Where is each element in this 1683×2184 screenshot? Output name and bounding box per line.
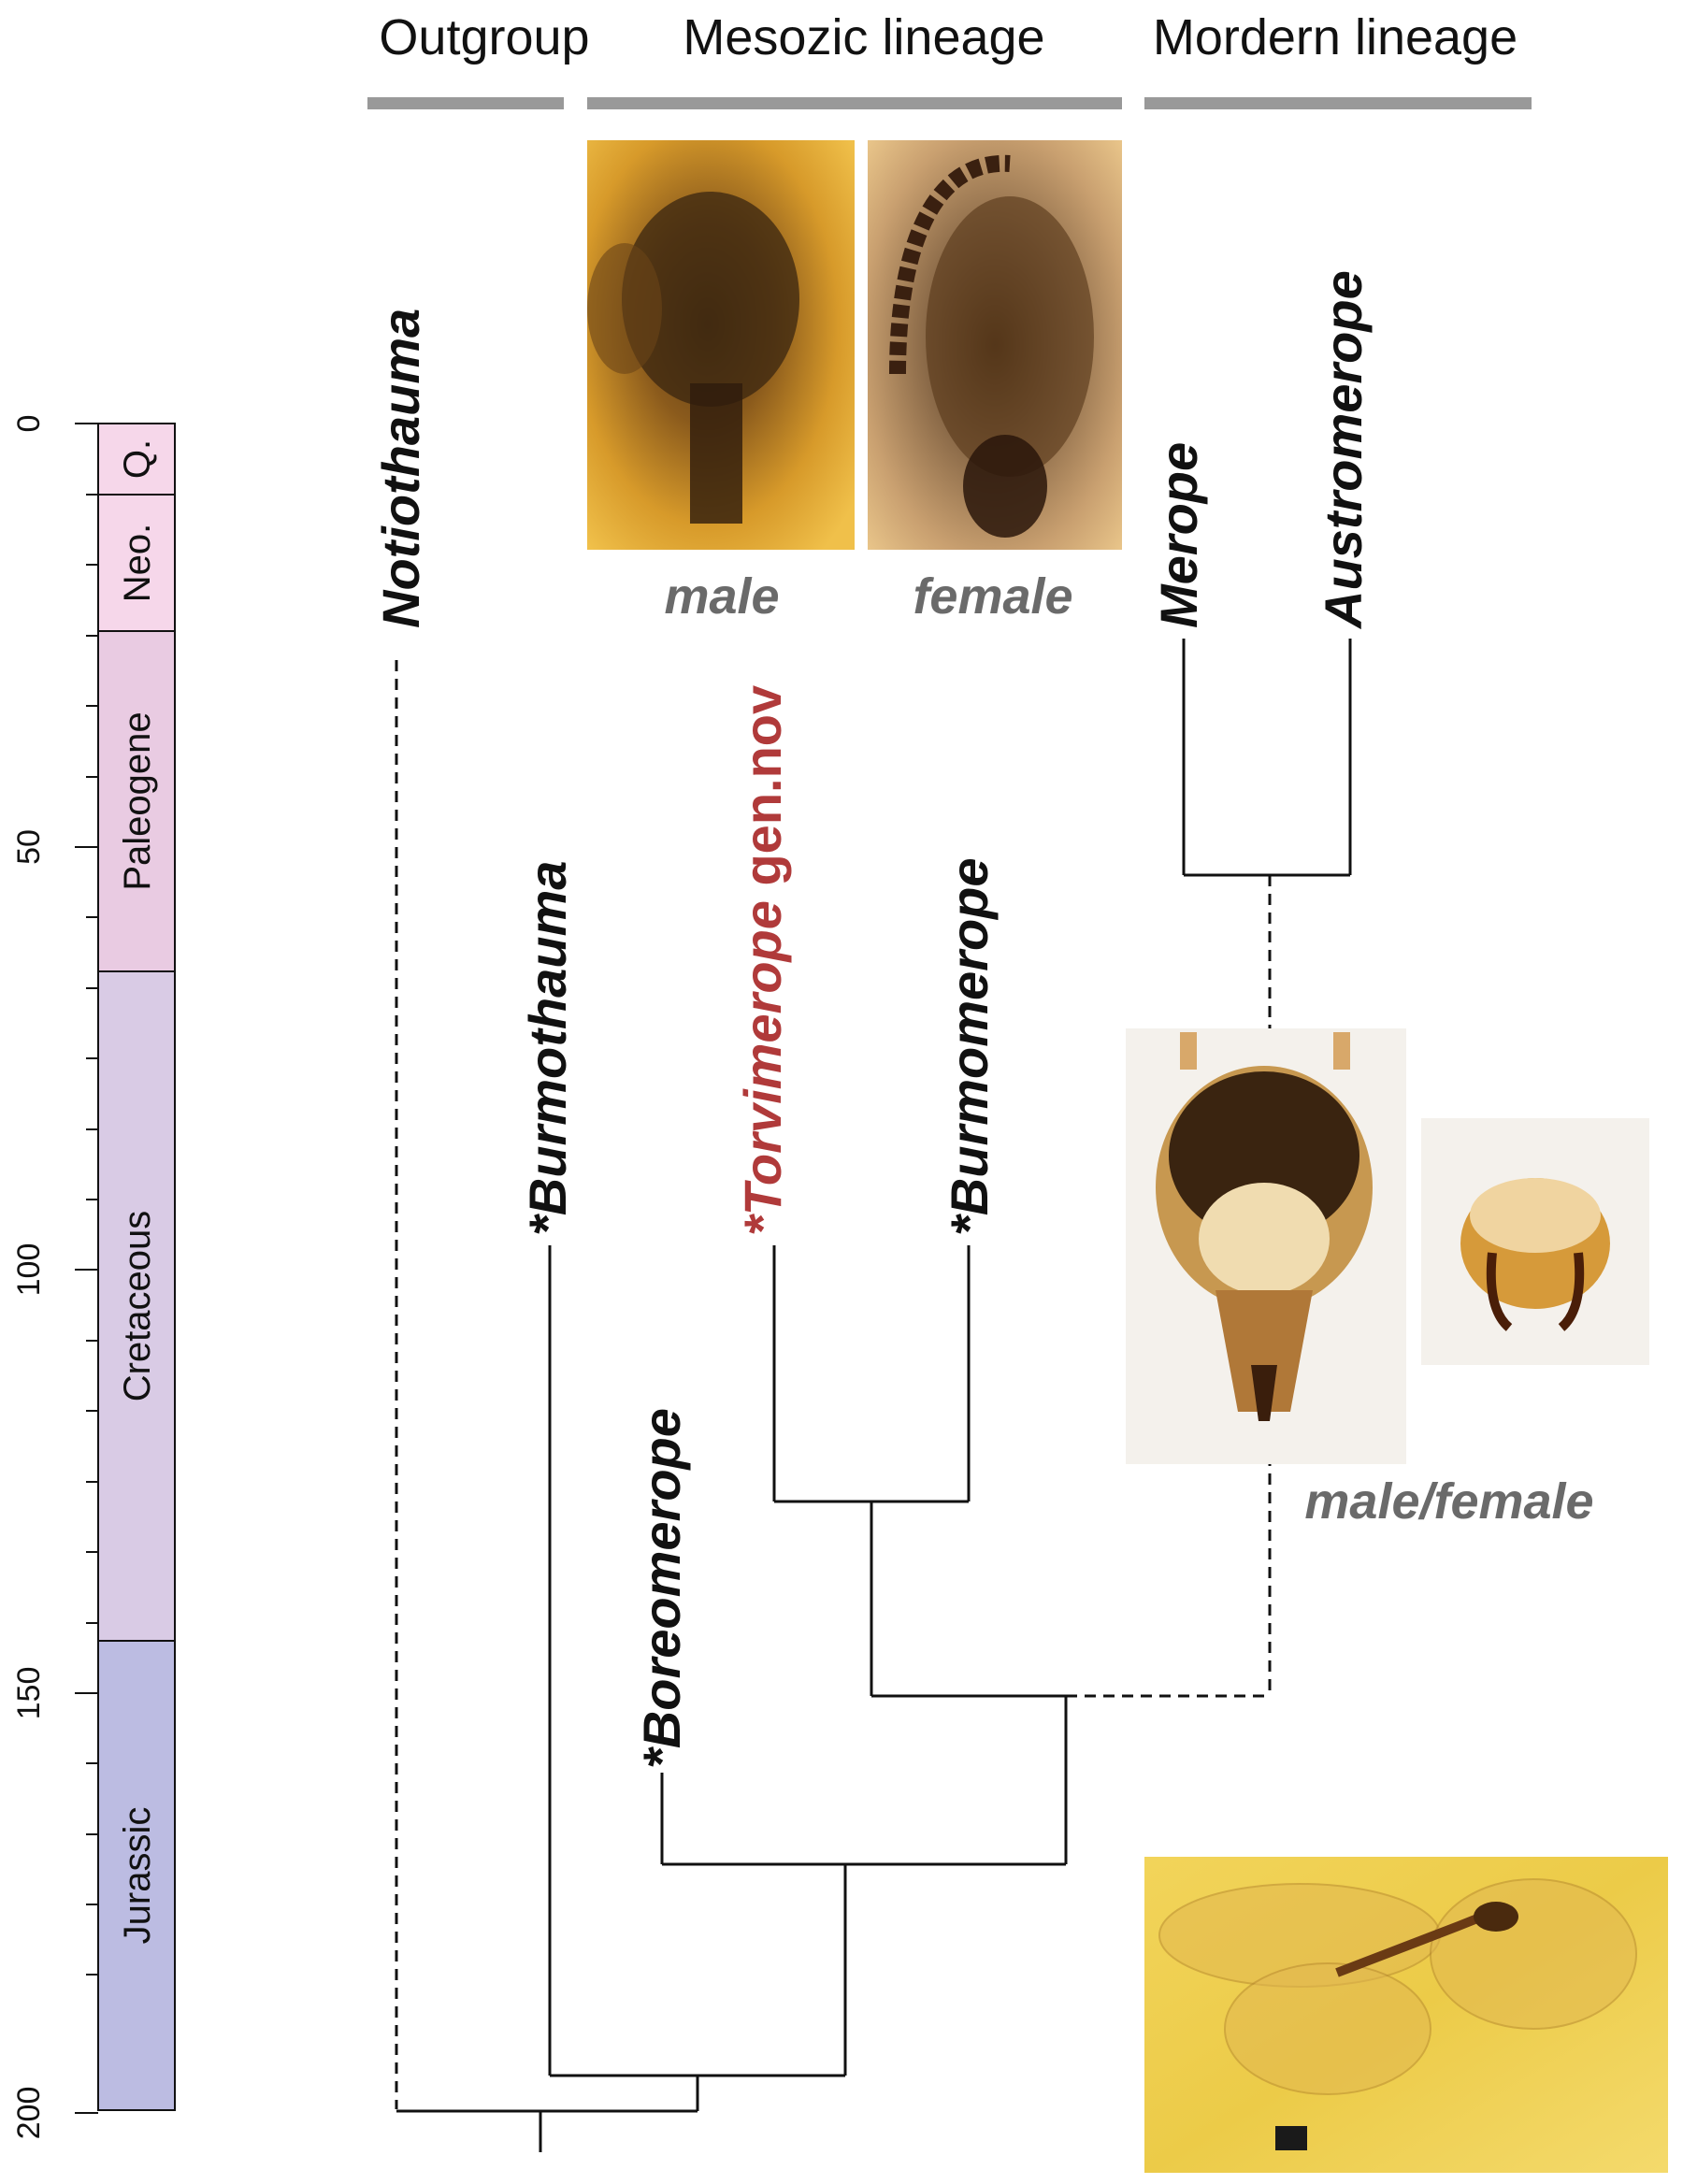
taxon-torvimerope-suffix: gen.nov (733, 685, 792, 900)
modern-genitalia-photo (1421, 1118, 1649, 1365)
period-paleogene (97, 630, 176, 972)
tick-label-50: 50 (11, 829, 47, 865)
header-bar-modern (1144, 97, 1532, 109)
header-mesozoic-lineage: Mesozic lineage (683, 9, 1044, 65)
tick-label-100: 100 (11, 1243, 47, 1297)
taxon-austromerope: Austromerope (1314, 270, 1373, 630)
tick-label-0: 0 (11, 415, 47, 433)
timescale-ticks (75, 423, 98, 2114)
header-bar-outgroup (367, 97, 564, 109)
period-jurassic (97, 1640, 176, 2111)
tick-label-150: 150 (11, 1667, 47, 1720)
amber-whole-specimen-photo (1144, 1857, 1668, 2173)
tick-label-200: 200 (11, 2087, 47, 2140)
taxon-boreomerope: *Boreomerope (632, 1408, 691, 1769)
phylogenetic-tree (395, 639, 1352, 2152)
amber-male-head-photo (587, 140, 855, 550)
taxon-notiothauma: Notiothauma (371, 309, 430, 628)
period-quaternary (97, 423, 176, 496)
header-bar-mesozoic (587, 97, 1122, 109)
modern-head-photo (1126, 1028, 1406, 1464)
caption-male: male (664, 568, 779, 625)
period-label-jurassic: Jurassic (117, 1807, 158, 1945)
period-cretaceous (97, 970, 176, 1642)
caption-male-female: male/female (1304, 1473, 1593, 1530)
taxon-torvimerope: *Torvimerope gen.nov (733, 685, 792, 1236)
period-label-neogene: Neo. (117, 524, 158, 603)
header-outgroup: Outgroup (379, 9, 589, 65)
geologic-timescale: Q. Neo. Paleogene Cretaceous Jurassic (11, 415, 176, 2140)
taxon-torvimerope-name: *Torvimerope (733, 900, 792, 1236)
period-neogene (97, 494, 176, 632)
period-label-cretaceous: Cretaceous (117, 1211, 158, 1402)
amber-female-head-photo (868, 140, 1122, 550)
header-modern-lineage: Mordern lineage (1153, 9, 1518, 65)
period-label-quaternary: Q. (117, 439, 158, 479)
period-label-paleogene: Paleogene (117, 711, 158, 890)
taxon-burmomerope: *Burmomerope (940, 857, 999, 1236)
taxon-burmothauma: *Burmothauma (518, 861, 577, 1236)
taxon-merope: Merope (1149, 442, 1208, 628)
caption-female: female (913, 568, 1072, 625)
